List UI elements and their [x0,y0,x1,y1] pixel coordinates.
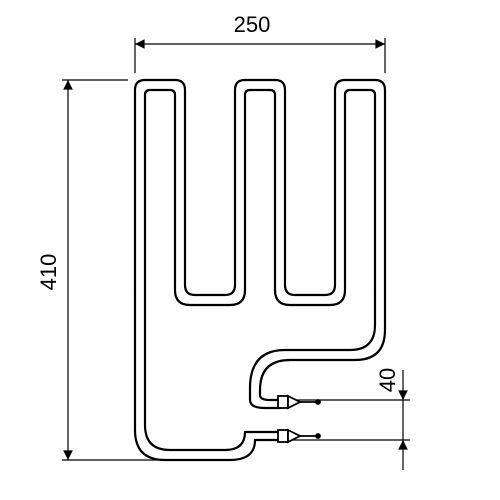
dimension-terminal-label: 40 [375,368,400,392]
heating-element [135,80,385,460]
terminal-upper [278,396,320,408]
technical-drawing: 250 410 40 [0,0,500,500]
dimension-width [135,38,385,73]
dimension-width-label: 250 [234,12,271,37]
dimension-height-label: 410 [36,254,61,291]
